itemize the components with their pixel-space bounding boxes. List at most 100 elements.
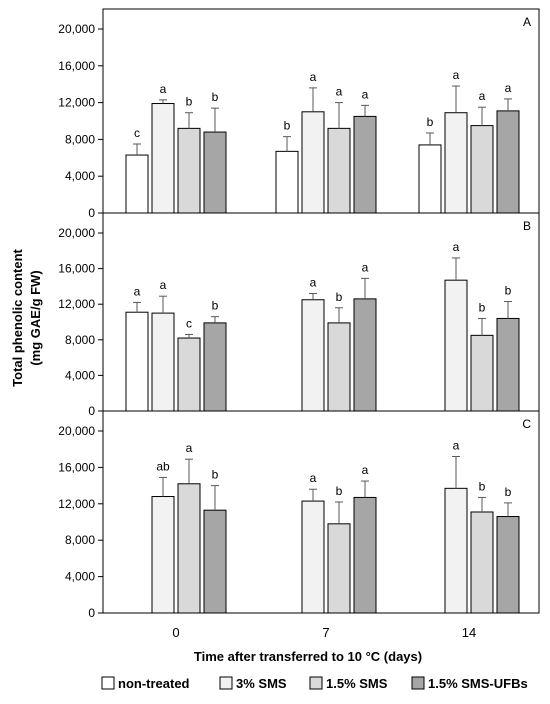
y-tick-label-0-4: 16,000 bbox=[58, 59, 95, 73]
sig-letter-2-3-1: a bbox=[362, 463, 369, 477]
bar-2-2-2 bbox=[470, 511, 494, 614]
sig-letter-2-2-2: b bbox=[479, 479, 486, 493]
bar-0-3-0 bbox=[203, 131, 227, 214]
y-axis-label-line2: (mg GAE/g FW) bbox=[28, 270, 43, 365]
sig-letter-1-2-2: b bbox=[479, 300, 486, 314]
sig-letter-1-1-0: a bbox=[160, 278, 167, 292]
y-tick-label-1-2: 8,000 bbox=[65, 333, 95, 347]
bar-2-1-1 bbox=[301, 500, 325, 614]
bar-0-1-1 bbox=[301, 111, 325, 214]
bar-0-0-1 bbox=[275, 150, 299, 214]
y-tick-label-1-5: 20,000 bbox=[58, 226, 95, 240]
legend-swatch-3pct-sms bbox=[219, 676, 233, 690]
panel-label-2: C bbox=[522, 417, 531, 431]
sig-letter-0-3-0: b bbox=[212, 90, 219, 104]
bar-2-3-0 bbox=[203, 509, 227, 614]
legend-swatch-non-treated bbox=[101, 676, 115, 690]
bar-2-3-2 bbox=[496, 516, 520, 614]
x-tick-label-0: 0 bbox=[172, 625, 179, 640]
bar-0-3-1 bbox=[353, 115, 377, 214]
y-tick-label-1-0: 0 bbox=[88, 404, 95, 418]
sig-letter-0-1-1: a bbox=[310, 70, 317, 84]
bar-2-2-1 bbox=[327, 523, 351, 614]
sig-letter-2-3-0: b bbox=[212, 468, 219, 482]
legend-swatch-1-5pct-sms bbox=[309, 676, 323, 690]
panel-label-0: A bbox=[523, 15, 531, 29]
bar-1-1-2 bbox=[444, 279, 468, 412]
y-tick-label-2-4: 16,000 bbox=[58, 460, 95, 474]
sig-letter-0-2-1: a bbox=[336, 85, 343, 99]
sig-letter-1-0-0: a bbox=[134, 284, 141, 298]
y-tick-label-2-5: 20,000 bbox=[58, 424, 95, 438]
sig-letter-2-1-1: a bbox=[310, 471, 317, 485]
bar-1-2-0 bbox=[177, 337, 201, 412]
sig-letter-0-2-0: b bbox=[186, 95, 193, 109]
bar-0-0-2 bbox=[418, 144, 442, 214]
legend: non-treated 3% SMS 1.5% SMS 1.5% SMS-UFB… bbox=[101, 676, 528, 691]
sig-letter-1-3-0: b bbox=[212, 299, 219, 313]
y-tick-label-0-0: 0 bbox=[88, 206, 95, 220]
y-axis-label-line1: Total phenolic content bbox=[10, 248, 25, 386]
sig-letter-0-2-2: a bbox=[479, 89, 486, 103]
y-tick-label-0-3: 12,000 bbox=[58, 96, 95, 110]
y-tick-label-2-3: 12,000 bbox=[58, 497, 95, 511]
y-tick-label-0-5: 20,000 bbox=[58, 22, 95, 36]
legend-label-3pct-sms: 3% SMS bbox=[236, 676, 287, 691]
sig-letter-0-0-0: c bbox=[134, 126, 140, 140]
bar-2-2-0 bbox=[177, 483, 201, 614]
bar-0-2-1 bbox=[327, 127, 351, 214]
y-tick-label-2-0: 0 bbox=[88, 606, 95, 620]
panel-label-1: B bbox=[523, 219, 531, 233]
sig-letter-0-1-0: a bbox=[160, 82, 167, 96]
bar-1-2-1 bbox=[327, 322, 351, 412]
bar-0-0-0 bbox=[125, 154, 149, 214]
y-tick-label-2-1: 4,000 bbox=[65, 570, 95, 584]
sig-letter-1-3-1: a bbox=[362, 260, 369, 274]
bar-1-2-2 bbox=[470, 334, 494, 412]
panels-layer: 0 4,000 8,000 12,000 16,000 20,000 Ac b b a a a b a a b… bbox=[58, 8, 540, 620]
x-axis-label: Time after transferred to 10 °C (days) bbox=[194, 649, 422, 664]
sig-letter-1-3-2: b bbox=[505, 284, 512, 298]
y-tick-label-2-2: 8,000 bbox=[65, 533, 95, 547]
sig-letter-0-1-2: a bbox=[453, 68, 460, 82]
legend-label-non-treated: non-treated bbox=[118, 676, 190, 691]
bar-1-1-0 bbox=[151, 312, 175, 412]
y-tick-label-0-1: 4,000 bbox=[65, 169, 95, 183]
bar-1-3-0 bbox=[203, 322, 227, 412]
sig-letter-0-0-1: b bbox=[284, 119, 291, 133]
bar-0-3-2 bbox=[496, 110, 520, 214]
bar-0-2-0 bbox=[177, 127, 201, 214]
sig-letter-0-3-1: a bbox=[362, 87, 369, 101]
bar-1-3-2 bbox=[496, 317, 520, 412]
y-tick-label-0-2: 8,000 bbox=[65, 132, 95, 146]
legend-label-1-5pct-sms-ufbs: 1.5% SMS-UFBs bbox=[428, 676, 528, 691]
legend-swatch-1-5pct-sms-ufbs bbox=[411, 676, 425, 690]
sig-letter-1-2-1: b bbox=[336, 290, 343, 304]
bar-0-2-2 bbox=[470, 125, 494, 214]
sig-letter-2-1-2: a bbox=[453, 438, 460, 452]
bar-0-1-0 bbox=[151, 103, 175, 214]
sig-letter-2-2-1: b bbox=[336, 484, 343, 498]
bar-1-1-1 bbox=[301, 299, 325, 412]
x-tick-label-1: 7 bbox=[322, 625, 329, 640]
y-tick-label-1-3: 12,000 bbox=[58, 297, 95, 311]
sig-letter-0-3-2: a bbox=[505, 81, 512, 95]
y-tick-label-1-1: 4,000 bbox=[65, 368, 95, 382]
bar-2-1-0 bbox=[151, 496, 175, 614]
bar-1-3-1 bbox=[353, 298, 377, 412]
y-tick-label-1-4: 16,000 bbox=[58, 262, 95, 276]
sig-letter-2-2-0: a bbox=[186, 441, 193, 455]
sig-letter-1-2-0: c bbox=[186, 316, 192, 330]
bar-2-3-1 bbox=[353, 496, 377, 614]
bar-1-0-0 bbox=[125, 311, 149, 412]
sig-letter-2-3-2: b bbox=[505, 485, 512, 499]
sig-letter-1-1-2: a bbox=[453, 240, 460, 254]
sig-letter-0-0-2: b bbox=[427, 115, 434, 129]
sig-letter-1-1-1: a bbox=[310, 276, 317, 290]
bar-0-1-2 bbox=[444, 112, 468, 214]
legend-label-1-5pct-sms: 1.5% SMS bbox=[326, 676, 388, 691]
bar-2-1-2 bbox=[444, 487, 468, 614]
x-tick-label-2: 14 bbox=[462, 625, 476, 640]
